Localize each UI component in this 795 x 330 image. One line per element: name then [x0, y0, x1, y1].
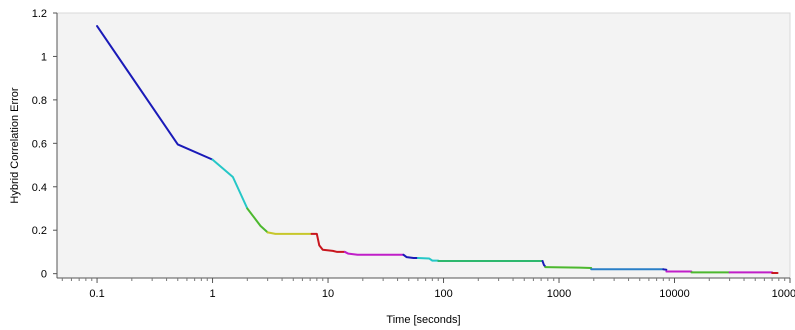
plot-area [56, 12, 791, 279]
y-tick-label: 0.6 [32, 138, 47, 150]
y-tick-label: 0.8 [32, 95, 47, 107]
series-line-5 [310, 232, 346, 253]
x-tick-label: 100 [434, 288, 452, 300]
x-tick-label: 1000 [547, 288, 571, 300]
y-axis-title: Hybrid Correlation Error [9, 87, 21, 203]
y-tick-label: 0.2 [32, 225, 47, 237]
x-tick-label: 10 [322, 288, 334, 300]
series-line-4 [266, 231, 313, 235]
series-layer [96, 25, 779, 274]
axes-layer: 0 0.2 0.4 0.6 0.8 1 1.2 0.1 1 10 100 1000 10000 10000… [32, 8, 795, 300]
series-line-11 [544, 266, 593, 270]
x-tick-label: 0.1 [89, 288, 104, 300]
x-tick-label: 1 [209, 288, 215, 300]
series-line-2 [211, 158, 249, 210]
series-line-7 [402, 253, 419, 260]
x-axis-title: Time [seconds] [386, 314, 460, 326]
y-tick-label: 1.2 [32, 8, 47, 20]
series-line-3 [246, 207, 269, 234]
series-line-10 [541, 260, 547, 268]
y-tick-label: 0 [41, 269, 47, 281]
y-tick-label: 0.4 [32, 182, 47, 194]
x-tick-label: 100000 [772, 288, 795, 300]
series-line-8 [416, 257, 440, 262]
series-line-1 [96, 25, 214, 161]
y-tick-label: 1 [41, 51, 47, 63]
x-tick-label: 10000 [659, 288, 690, 300]
series-line-6 [343, 250, 405, 256]
